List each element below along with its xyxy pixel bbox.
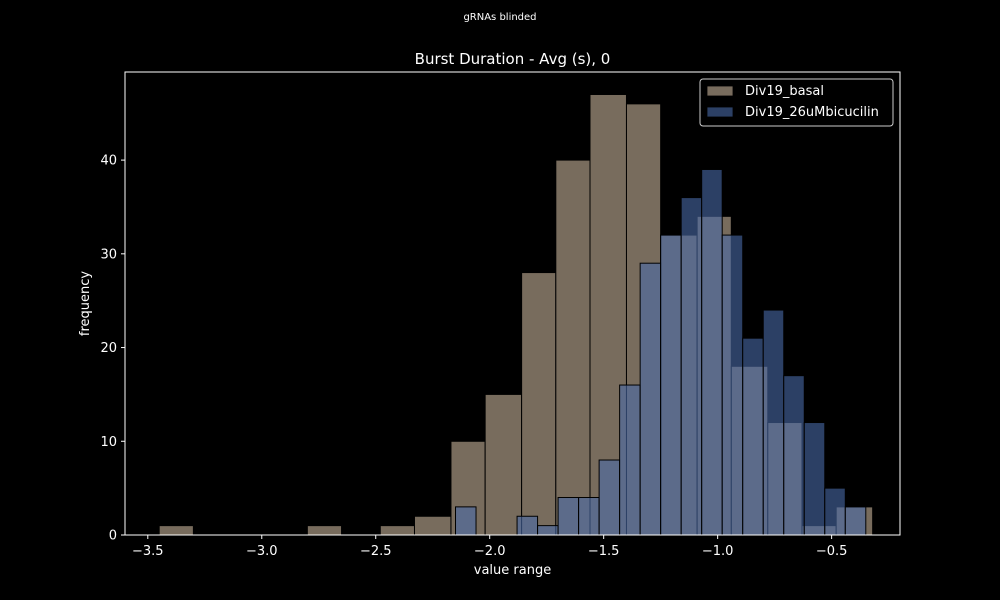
y-axis-label: frequency xyxy=(78,271,93,337)
y-tick-label: 10 xyxy=(100,435,117,450)
chart-title: Burst Duration - Avg (s), 0 xyxy=(415,50,611,68)
bar-series-1-bin-0 xyxy=(455,506,477,536)
axes-frame xyxy=(124,71,901,536)
bar-series-0-bin-5 xyxy=(484,393,523,536)
x-tick-label: −2.5 xyxy=(360,544,392,559)
bar-series-0-bin-1 xyxy=(306,525,343,536)
x-axis: −3.5 −3.0 −2.5 −2.0 −1.5 −1.0 −0.5 xyxy=(132,535,847,559)
legend-swatch-bicucilin xyxy=(706,106,734,118)
y-tick-label: 40 xyxy=(100,154,117,169)
y-axis: 0 10 20 30 40 xyxy=(100,154,125,544)
bar-series-1-bin-3 xyxy=(557,497,580,536)
bar-series-0-bin-6 xyxy=(521,272,557,536)
bar-series-0-bin-7 xyxy=(555,159,591,536)
bar-series-1-bin-6 xyxy=(619,384,641,536)
legend-swatch-basal xyxy=(706,85,734,97)
bar-series-1-bin-15 xyxy=(803,422,826,536)
bar-series-0-bin-2 xyxy=(379,525,415,536)
x-tick-label: −3.5 xyxy=(132,544,164,559)
bar-series-1-bin-5 xyxy=(598,459,621,536)
bar-series-1-bin-17 xyxy=(844,506,867,536)
bar-series-0-bin-3 xyxy=(413,515,452,536)
bar-series-1-bin-8 xyxy=(660,234,682,536)
bar-series-1-bin-16 xyxy=(824,487,846,536)
bar-series-0-bin-0 xyxy=(158,525,194,536)
bar-series-1-bin-12 xyxy=(742,337,764,536)
x-tick-label: −1.5 xyxy=(588,544,620,559)
x-tick-label: −1.0 xyxy=(702,544,734,559)
legend-label-basal: Div19_basal xyxy=(745,84,824,99)
y-tick-label: 0 xyxy=(109,529,117,544)
bar-series-1-bin-11 xyxy=(721,234,744,536)
bar-series-1-bin-9 xyxy=(680,197,703,536)
bar-series-1-bin-13 xyxy=(762,309,785,536)
x-tick-label: −3.0 xyxy=(246,544,278,559)
x-tick-label: −2.0 xyxy=(474,544,506,559)
legend: Div19_basal Div19_26uMbicucilin xyxy=(699,78,894,127)
bar-series-1-bin-4 xyxy=(578,497,600,536)
bar-series-1-bin-1 xyxy=(516,515,539,536)
suptitle: gRNAs blinded xyxy=(463,12,536,23)
bar-series-1-bin-2 xyxy=(537,525,559,536)
x-axis-label: value range xyxy=(474,563,551,578)
y-tick-label: 20 xyxy=(100,341,117,356)
legend-frame xyxy=(699,78,894,127)
y-tick-label: 30 xyxy=(100,247,117,262)
bar-series-1-bin-14 xyxy=(783,375,805,536)
bar-series-1-bin-7 xyxy=(639,262,662,536)
bars-layer xyxy=(158,93,874,536)
x-tick-label: −0.5 xyxy=(816,544,848,559)
legend-label-bicucilin: Div19_26uMbicucilin xyxy=(745,105,879,120)
bar-series-1-bin-10 xyxy=(701,168,723,536)
